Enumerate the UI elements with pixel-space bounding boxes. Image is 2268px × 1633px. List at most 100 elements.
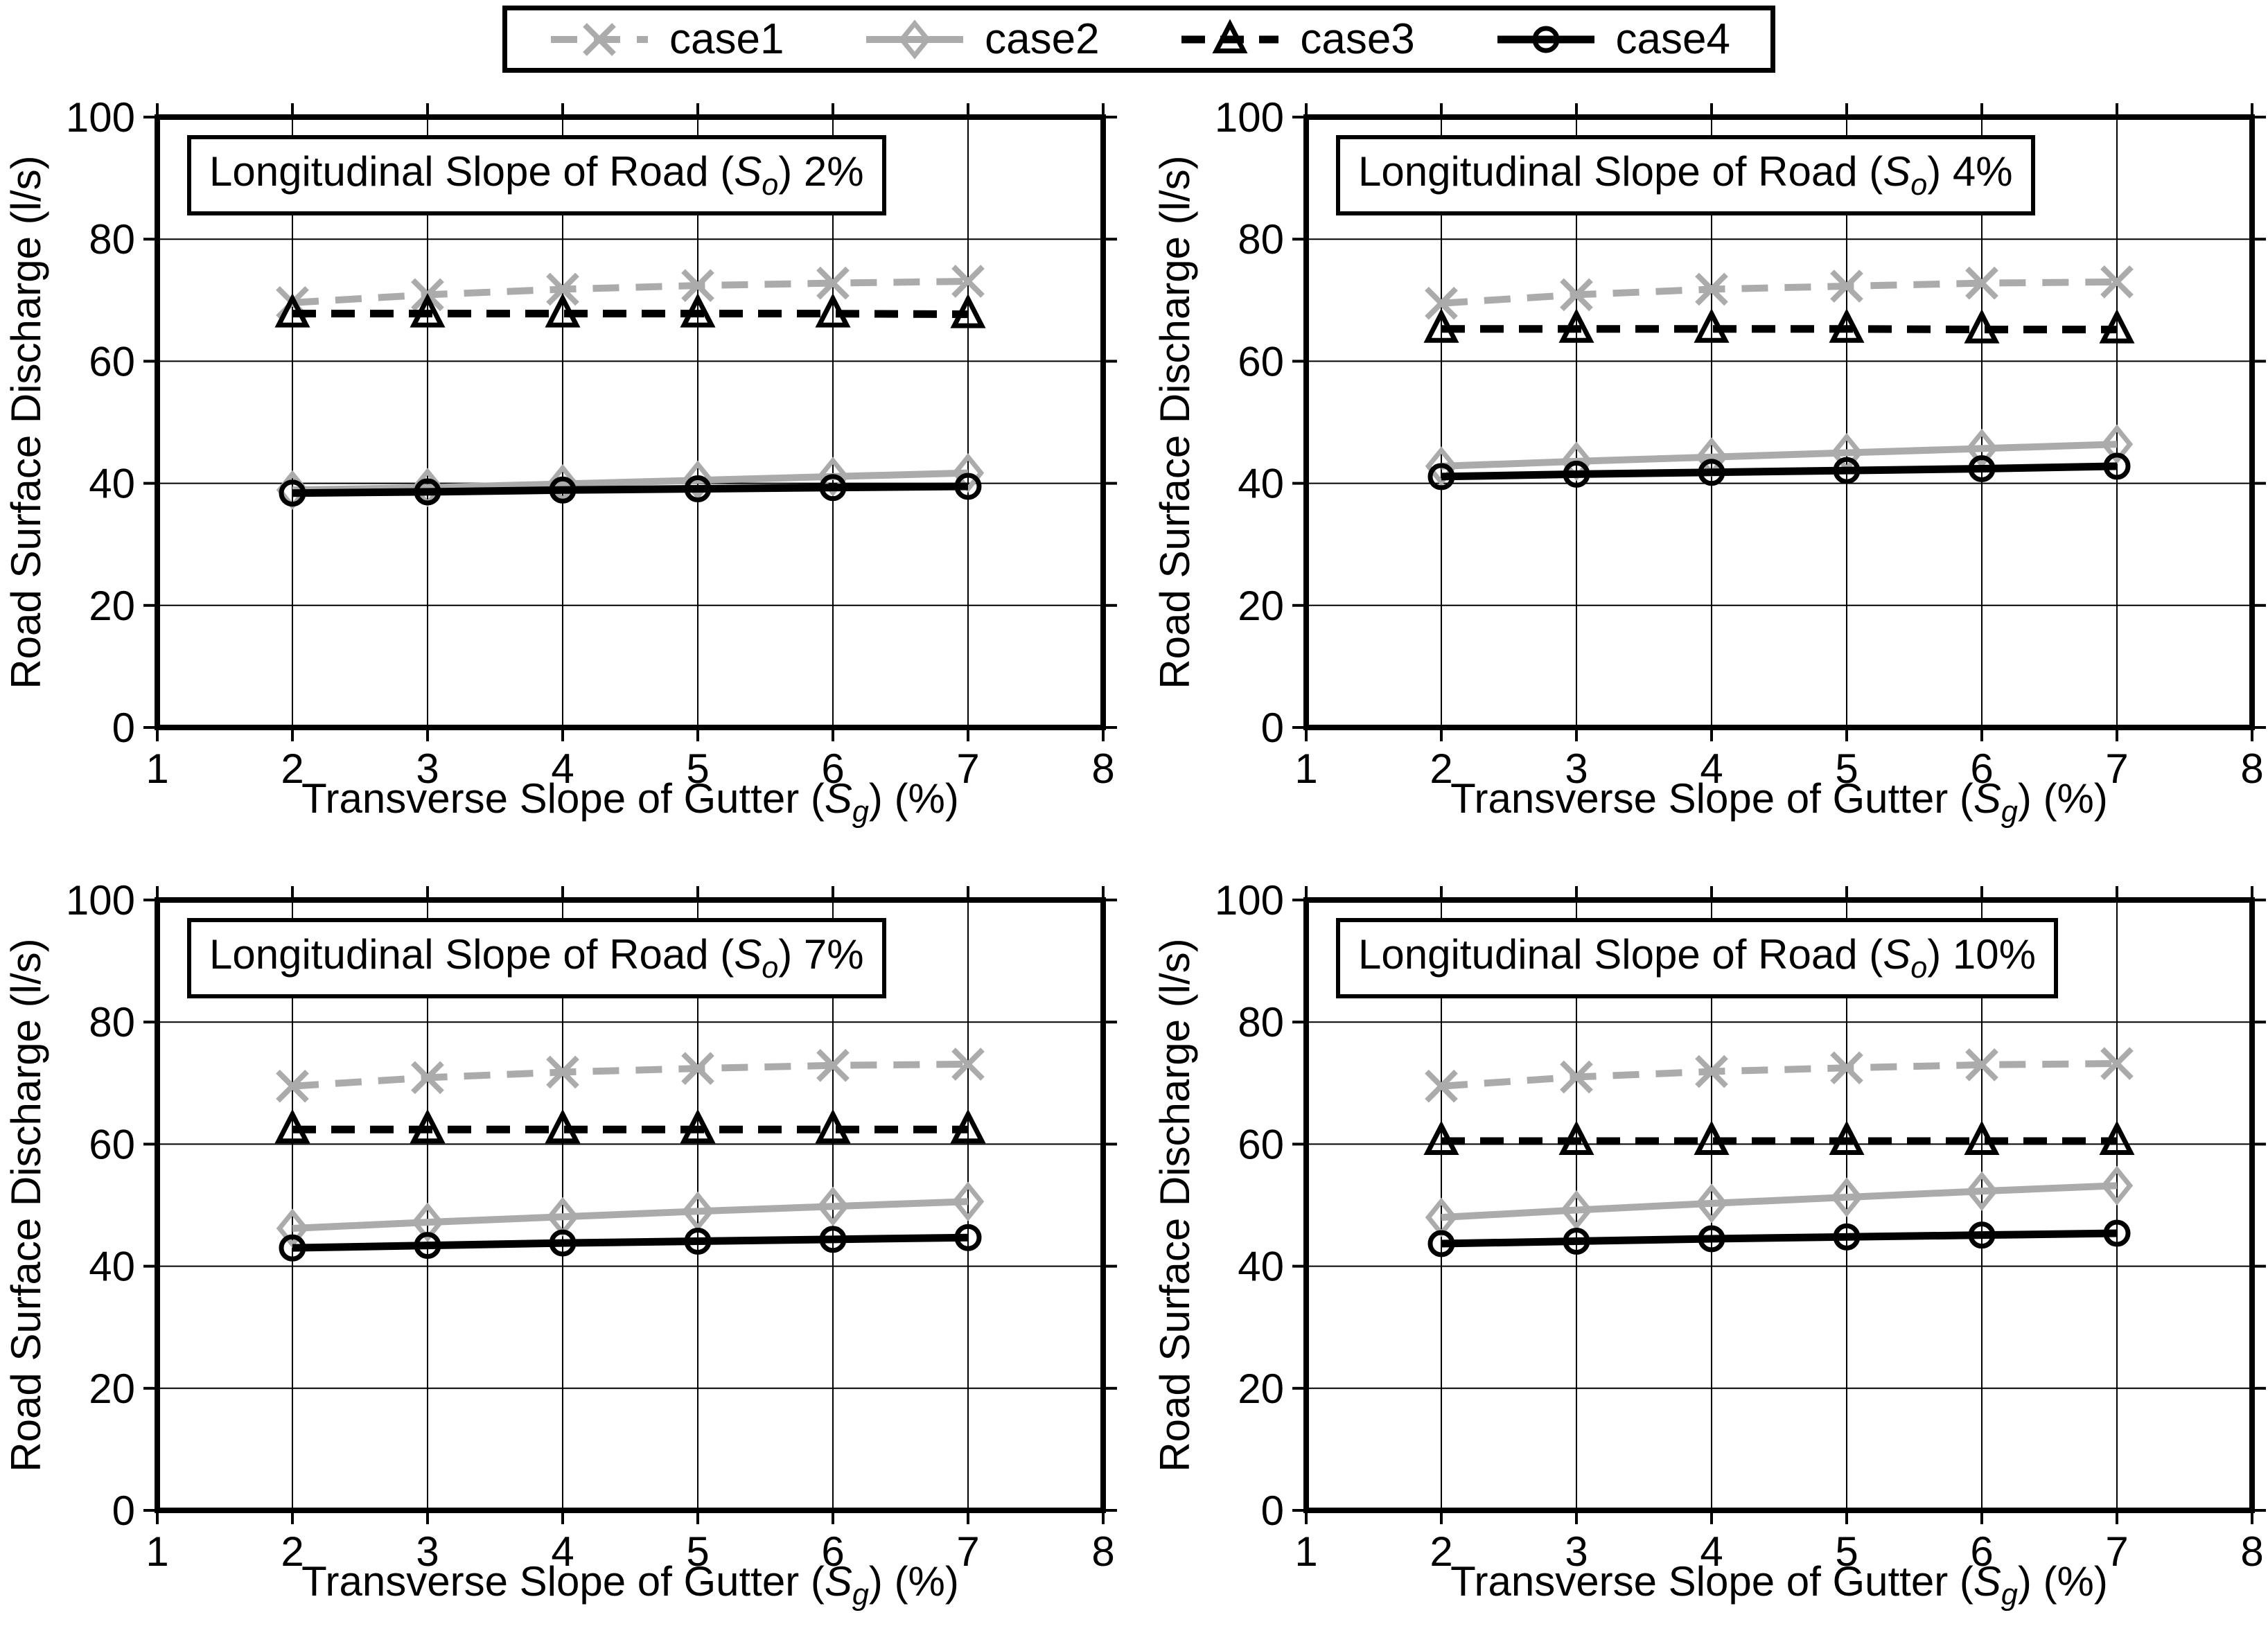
- series-case4-marker: [414, 1232, 441, 1260]
- series-case1-marker: [1560, 278, 1593, 312]
- series-case2-marker: [1965, 1171, 1998, 1211]
- series-case4-marker: [819, 1226, 847, 1253]
- series-case2-marker: [1425, 446, 1458, 486]
- series-case1-marker: [681, 269, 714, 302]
- series-case1-marker: [1965, 266, 1998, 300]
- series-case4-marker: [279, 1234, 306, 1262]
- y-tick-label: 40: [1238, 1244, 1284, 1290]
- y-tick-label: 40: [1238, 461, 1284, 507]
- y-tick-label: 0: [112, 705, 135, 751]
- x-tick-label: 7: [2105, 745, 2128, 792]
- axes-border: [155, 114, 1106, 730]
- series-case1-marker: [951, 265, 985, 298]
- series-case2-marker: [1695, 1183, 1728, 1224]
- x-tick-label: 8: [1091, 745, 1114, 792]
- panel-so-4pct: 1 2 3 4 5 6 7 8 0 20 40 60 80 100 Road Surface Dischar…: [1149, 76, 2268, 859]
- series-case1-marker: [1425, 286, 1458, 320]
- axes-border: [1303, 114, 2255, 730]
- series-case4-marker: [1833, 1223, 1861, 1251]
- panel-title-so-2pct: Longitudinal Slope of Road (So) 2%: [187, 135, 886, 215]
- x-tick-label: 4: [1700, 1528, 1723, 1575]
- series-case2-marker: [2100, 1165, 2134, 1206]
- series-case4-marker: [819, 474, 847, 502]
- y-tick-label: 80: [89, 216, 135, 263]
- series-case1-line: [292, 1060, 969, 1090]
- x-axis-label: Transverse Slope of Gutter (Sg) (%): [1450, 775, 2108, 829]
- panel-title-so-4pct: Longitudinal Slope of Road (So) 4%: [1336, 135, 2035, 215]
- series-case4-marker: [279, 479, 306, 507]
- series-case3-marker: [410, 1109, 446, 1144]
- legend-label-case4: case4: [1615, 15, 1730, 63]
- x-tick-label: 5: [1835, 745, 1858, 792]
- y-tick-label: 100: [66, 877, 135, 924]
- legend-label-case2: case2: [985, 15, 1100, 63]
- panel-title-so-10pct: Longitudinal Slope of Road (So) 10%: [1336, 918, 2059, 998]
- series-case1-marker: [2100, 265, 2134, 299]
- series-case4-line: [292, 482, 969, 497]
- legend-marker: [1532, 26, 1560, 53]
- y-axis-label: Road Surface Discharge (l/s): [1152, 938, 1198, 1472]
- series-case2-marker: [816, 457, 850, 497]
- series-case3-marker: [1829, 1120, 1865, 1155]
- y-tick-label: 100: [1215, 877, 1284, 924]
- panel-so-2pct: 1 2 3 4 5 6 7 8 0 20 40 60 80 100 Road Surface Dischar…: [0, 76, 1136, 859]
- series-case1-marker: [546, 272, 579, 306]
- legend-marker: [1212, 18, 1248, 53]
- series-case2-marker: [951, 1181, 985, 1221]
- x-tick-label: 4: [1700, 745, 1723, 792]
- x-tick-label: 7: [956, 745, 979, 792]
- y-tick-label: 20: [89, 583, 135, 629]
- series-case2-marker: [681, 460, 714, 500]
- y-tick-label: 80: [1238, 999, 1284, 1045]
- series-case4-marker: [549, 476, 577, 504]
- legend: case1 case2 case3 case4: [502, 6, 1775, 73]
- y-tick-label: 80: [89, 999, 135, 1045]
- series-case3-marker: [274, 293, 310, 328]
- y-tick-label: 60: [89, 338, 135, 385]
- x-tick-label: 8: [2240, 745, 2263, 792]
- y-tick-label: 60: [89, 1121, 135, 1167]
- series-case2-marker: [411, 1202, 444, 1242]
- series-case2-marker: [1830, 1177, 1863, 1217]
- series-case4-marker: [954, 1224, 982, 1251]
- legend-item-case4: case4: [1494, 15, 1730, 64]
- panel-so-7pct: 1 2 3 4 5 6 7 8 0 20 40 60 80 100 Road Surface Dischar…: [0, 859, 1136, 1633]
- y-tick-label: 0: [1261, 1488, 1284, 1534]
- series-case4-marker: [1427, 463, 1455, 491]
- y-tick-label: 40: [89, 1244, 135, 1290]
- series-case1-marker: [411, 1061, 444, 1095]
- series-case3-marker: [1558, 308, 1594, 343]
- series-case3-marker: [1423, 1120, 1459, 1155]
- x-tick-label: 2: [1430, 745, 1452, 792]
- series-case4-marker: [549, 1229, 577, 1257]
- y-axis-label: Road Surface Discharge (l/s): [3, 155, 49, 689]
- case3-line-marker-icon: [1181, 18, 1279, 53]
- x-tick-label: 6: [821, 745, 844, 792]
- series-case4-marker: [1563, 460, 1590, 488]
- x-tick-label: 6: [1970, 745, 1993, 792]
- series-case2-marker: [816, 1186, 850, 1226]
- x-tick-label: 7: [956, 1528, 979, 1575]
- series-case4-marker: [1427, 1230, 1455, 1257]
- x-tick-label: 1: [1294, 1528, 1317, 1575]
- y-tick-label: 60: [1238, 1121, 1284, 1167]
- case1-line-marker-icon: [551, 22, 648, 56]
- series-case3-marker: [680, 293, 716, 328]
- series-case3-marker: [410, 293, 446, 328]
- series-case1-marker: [1695, 272, 1728, 306]
- x-tick-label: 1: [146, 745, 168, 792]
- x-tick-label: 3: [1565, 1528, 1588, 1575]
- x-tick-label: 8: [1091, 1528, 1114, 1575]
- x-tick-label: 5: [686, 745, 709, 792]
- series-case3-marker: [815, 293, 851, 328]
- series-case3-marker: [1694, 1120, 1730, 1155]
- x-tick-label: 7: [2105, 1528, 2128, 1575]
- series-case1-marker: [546, 1055, 579, 1089]
- x-tick-label: 2: [281, 1528, 304, 1575]
- series-case3-marker: [2099, 308, 2135, 344]
- series-case3-marker: [2099, 1120, 2135, 1155]
- x-tick-label: 4: [551, 1528, 574, 1575]
- series-case4-marker: [2103, 452, 2131, 480]
- legend-marker: [898, 19, 931, 60]
- x-axis-label: Transverse Slope of Gutter (Sg) (%): [301, 1558, 959, 1612]
